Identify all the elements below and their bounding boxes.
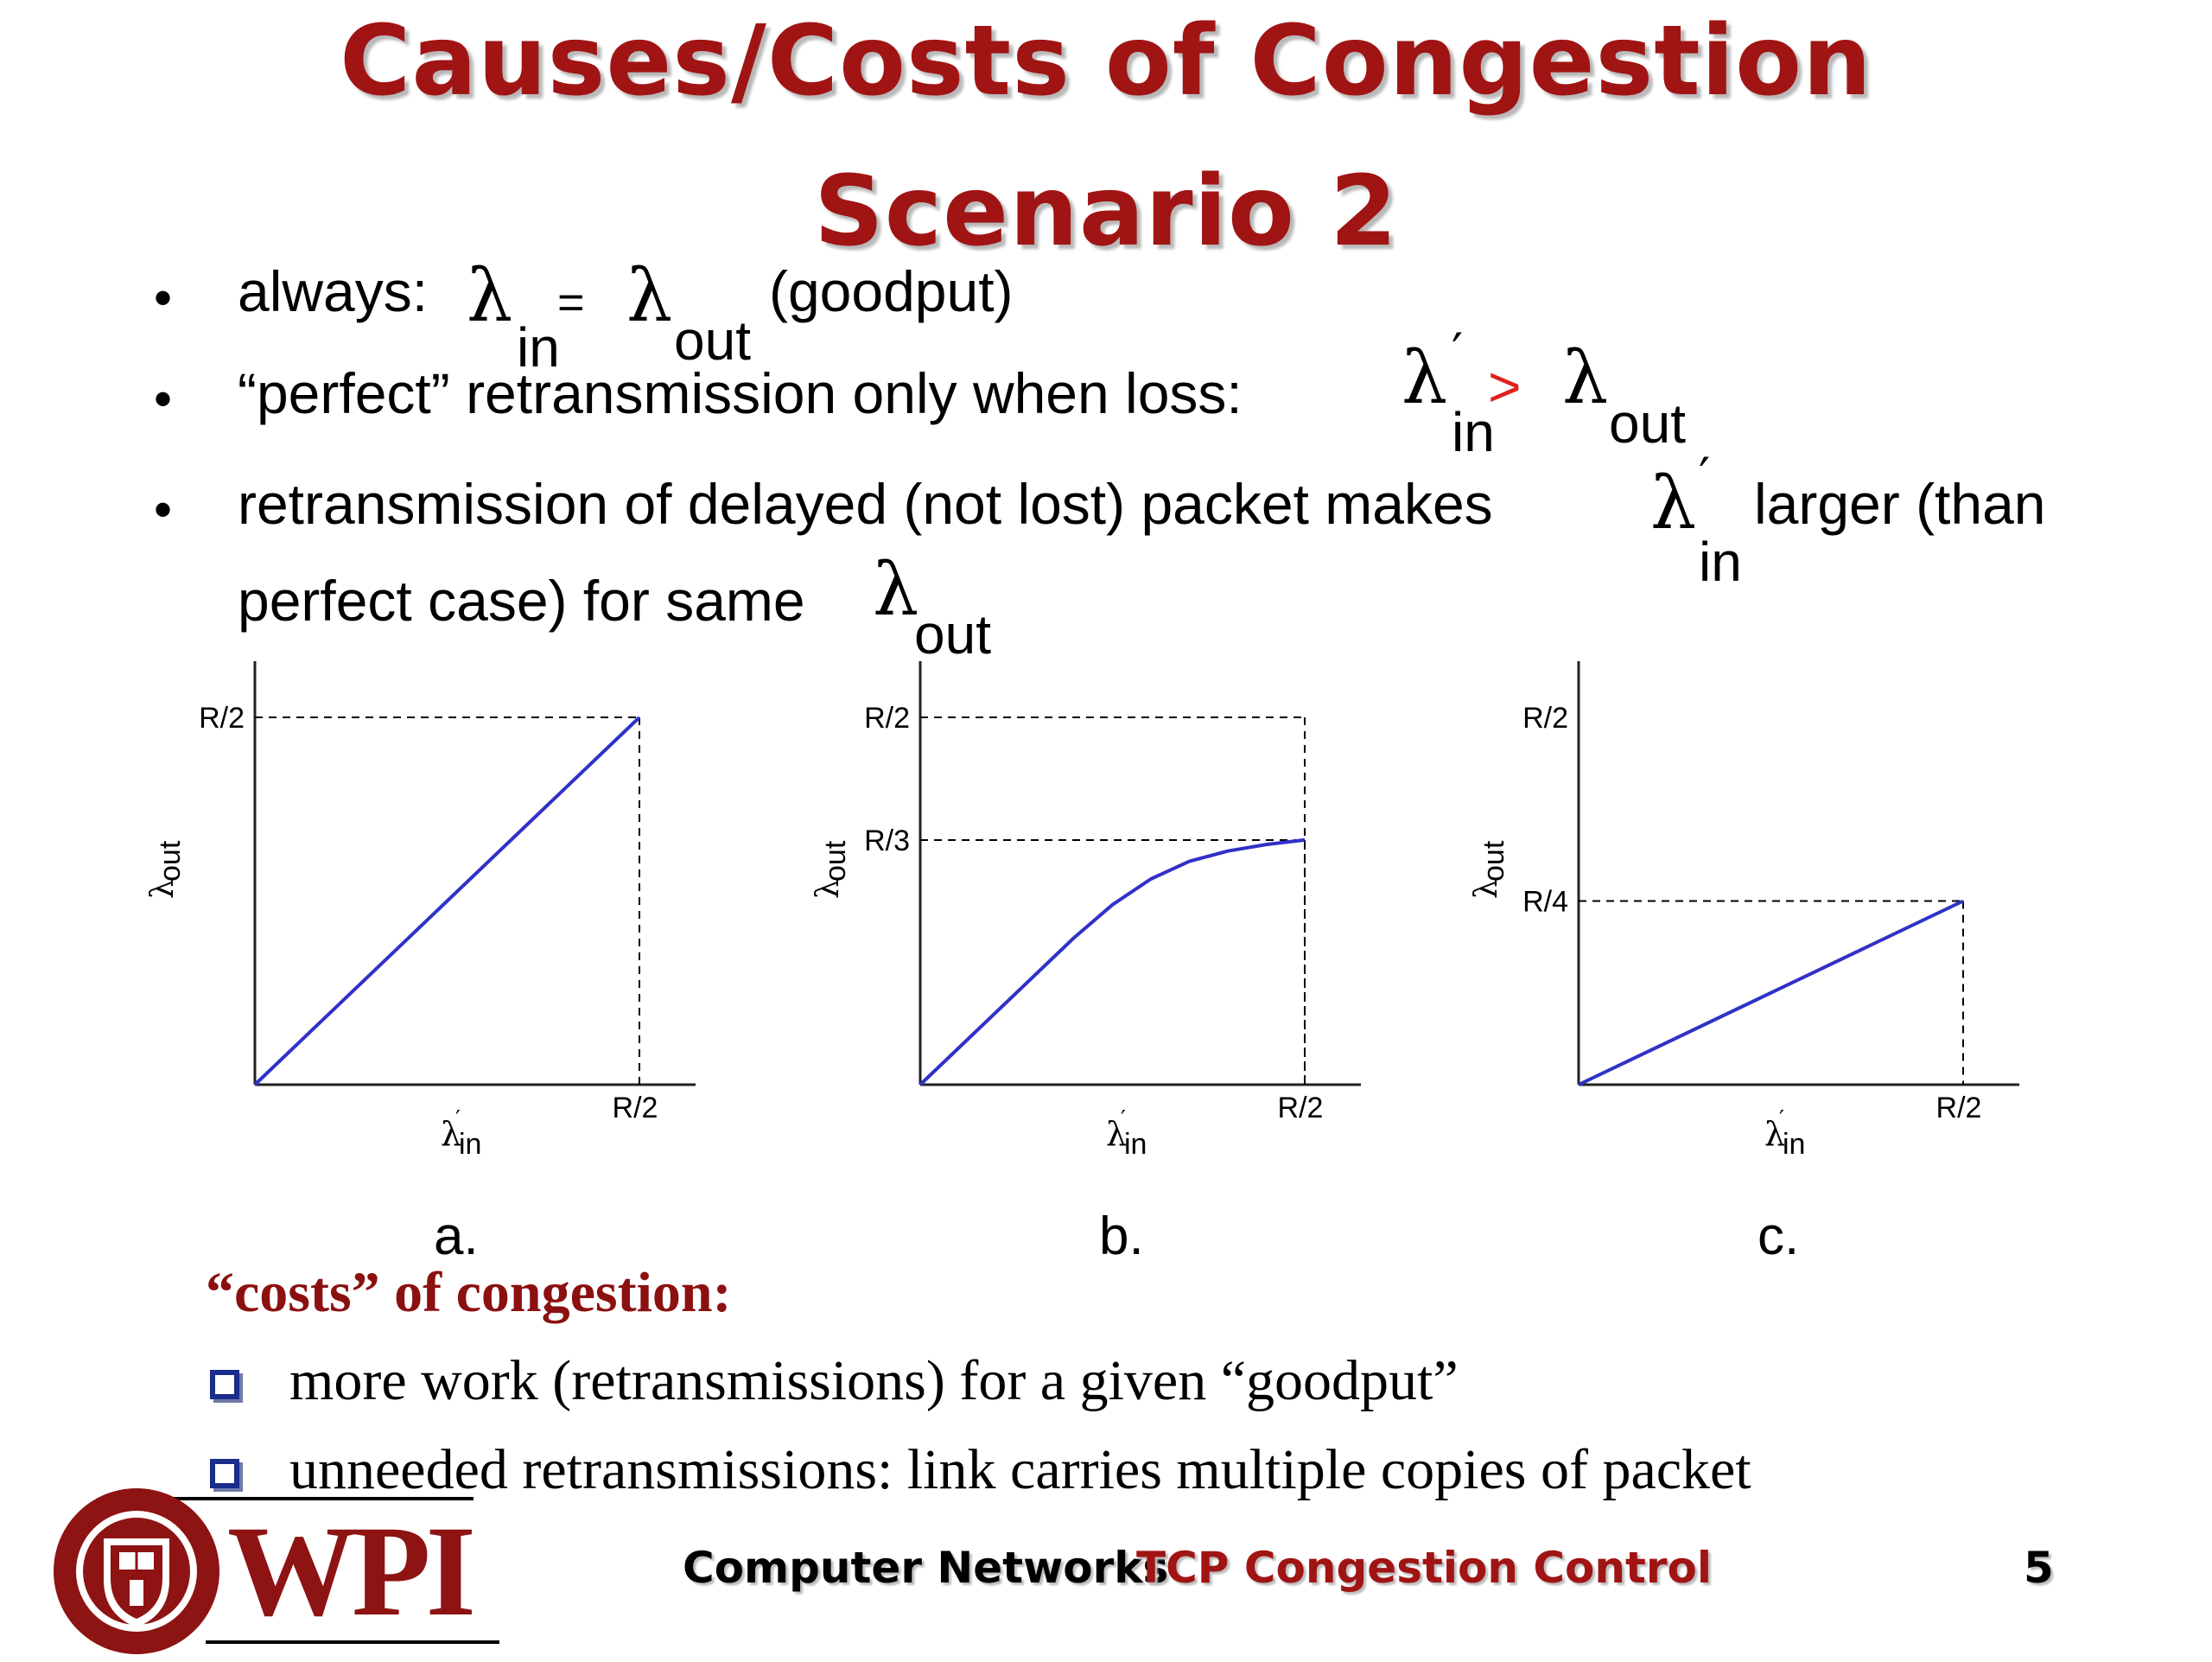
plot-a: R/2 R/2 λ ′ in λ out [121,648,726,1184]
cost-item: unneeded retransmissions: link carries m… [289,1438,1751,1501]
x-axis-label-sub: in [1124,1128,1147,1161]
y-axis-label-sub: out [819,840,852,882]
bullet-2-text: “perfect” retransmission only when loss: [238,361,1243,425]
bullet-3-line2: perfect case) for same [238,569,805,633]
subscript-in: in [517,316,560,379]
panel-label-a: a. [434,1207,479,1266]
plot-b: R/2 R/3 R/2 λ ′ in λ out [786,648,1391,1184]
x-axis-label-prime: ′ [1779,1106,1784,1132]
lambda-symbol: λ [1402,335,1448,420]
throughput-curve [918,837,1306,1086]
y-axis-label-lambda: λ [810,879,846,899]
y-tick-label: R/4 [1522,886,1568,919]
checkbox-bullet-icon [210,1459,239,1488]
prime-mark: ′ [1452,322,1464,381]
x-tick-label: R/2 [1936,1092,1982,1124]
subscript-out: out [674,309,751,372]
lambda-symbol: λ [467,253,513,338]
subscript-out: out [914,603,991,665]
equals-sign: = [557,277,585,328]
y-tick-label: R/3 [864,825,910,857]
logo-wpi-text: WPI [227,1500,473,1643]
y-axis-label-sub: out [1478,840,1510,882]
greater-than-sign: > [1488,354,1522,418]
subscript-in: in [1699,531,1742,593]
y-axis-label-sub: out [154,840,187,882]
wpi-seal-icon: WPI [54,1488,499,1654]
y-axis-label-lambda: λ [1469,879,1504,899]
subscript-in: in [1452,401,1495,463]
lambda-symbol: λ [873,547,919,632]
bullet-3-line1: retransmission of delayed (not lost) pac… [238,472,1493,536]
bullet-dot: • [154,370,173,428]
checkbox-bullet-icon [210,1370,239,1399]
subscript-out: out [1609,392,1686,455]
prime-mark: ′ [1699,447,1711,506]
x-tick-label: R/2 [1278,1092,1324,1124]
x-axis-label: λ [1764,1115,1785,1153]
bullet-dot: • [154,481,173,538]
bullet-3-line1-end: larger (than [1754,472,2046,536]
x-axis-label-prime: ′ [1121,1106,1126,1132]
slide-title: Causes/Costs of Congestion [340,5,1872,118]
x-tick-label: R/2 [613,1092,658,1124]
x-axis-label: λ [1106,1115,1127,1153]
throughput-curve [253,716,641,1086]
y-tick-label: R/2 [864,702,910,735]
y-axis-label-lambda: λ [145,879,181,899]
y-tick-label: R/2 [199,702,245,735]
throughput-curve [1578,899,1964,1086]
x-axis-label-prime: ′ [455,1106,461,1132]
x-axis-label: λ [441,1115,461,1153]
wpi-logo: WPI [50,1485,517,1662]
lambda-symbol: λ [1562,335,1609,420]
page-number: 5 [2024,1543,2054,1593]
costs-heading: “costs” of congestion: [206,1261,732,1324]
plot-c: R/2 R/4 R/2 λ ′ in λ out [1445,648,2050,1184]
bullet-1-suffix: (goodput) [769,259,1014,323]
x-axis-label-sub: in [459,1128,481,1161]
bullet-1-prefix: always: [238,259,429,323]
lambda-symbol: λ [1650,461,1697,545]
y-tick-label: R/2 [1522,702,1568,735]
panel-label-b: b. [1099,1207,1144,1266]
panel-label-c: c. [1758,1207,1800,1266]
footer-topic: TCP Congestion Control [1136,1543,1713,1593]
lambda-symbol: λ [626,253,673,338]
x-axis-label-sub: in [1783,1128,1805,1161]
slide-subtitle: Scenario 2 [814,156,1398,268]
cost-item: more work (retransmissions) for a given … [289,1349,1459,1412]
bullet-dot: • [154,269,173,327]
footer-course: Computer Networks [683,1543,1169,1593]
